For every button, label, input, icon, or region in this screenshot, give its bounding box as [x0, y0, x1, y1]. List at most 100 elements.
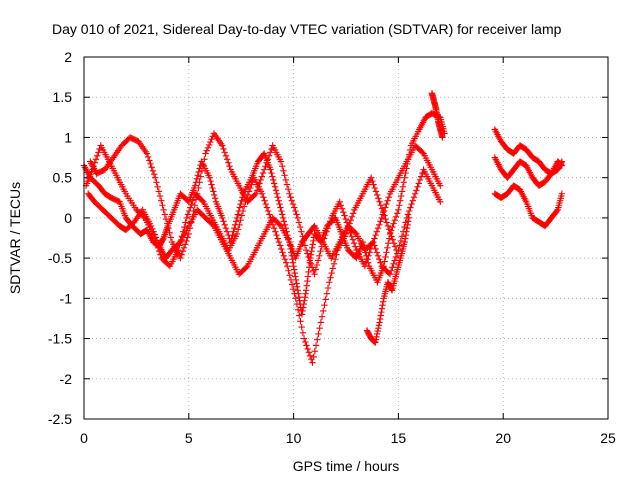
- data-point: [191, 202, 198, 209]
- data-point: [377, 312, 384, 319]
- data-point: [352, 243, 359, 250]
- y-tick-label: -2: [60, 371, 73, 387]
- data-point: [281, 256, 289, 263]
- data-point: [323, 228, 330, 235]
- data-point: [276, 221, 284, 228]
- data-point: [276, 200, 283, 208]
- data-point: [177, 237, 184, 245]
- data-point: [179, 228, 187, 235]
- data-point: [299, 304, 307, 311]
- data-point: [287, 276, 295, 284]
- data-point: [281, 172, 288, 179]
- data-point: [399, 183, 407, 191]
- data-point: [299, 307, 306, 315]
- data-point: [233, 214, 241, 222]
- data-point: [300, 237, 307, 245]
- data-point: [236, 204, 243, 211]
- data-point: [302, 246, 310, 254]
- data-point: [298, 323, 305, 331]
- data-point: [183, 214, 190, 222]
- data-point: [415, 180, 422, 187]
- data-point: [324, 225, 331, 232]
- data-point: [285, 185, 292, 193]
- x-tick-label: 15: [391, 430, 407, 446]
- data-point: [379, 302, 386, 309]
- data-point: [235, 226, 242, 233]
- data-point: [195, 168, 202, 176]
- data-point: [271, 183, 279, 191]
- data-point: [321, 302, 328, 309]
- data-point: [383, 249, 390, 256]
- data-point: [277, 158, 285, 165]
- data-point: [155, 248, 163, 255]
- data-point: [343, 227, 351, 234]
- data-point: [246, 184, 254, 192]
- data-point: [439, 134, 446, 141]
- data-point: [151, 234, 158, 241]
- data-point: [223, 156, 231, 163]
- data-point: [375, 322, 383, 329]
- data-point: [314, 257, 322, 264]
- data-point: [306, 352, 314, 359]
- data-point: [150, 171, 158, 178]
- data-point: [292, 273, 299, 280]
- data-point: [140, 213, 147, 220]
- data-point: [167, 234, 175, 241]
- data-point: [304, 277, 311, 285]
- data-point: [367, 245, 375, 253]
- data-point: [253, 187, 261, 194]
- data-point: [383, 200, 390, 208]
- data-point: [221, 221, 228, 228]
- data-point: [220, 218, 227, 225]
- data-point: [402, 231, 410, 239]
- data-point: [203, 147, 210, 154]
- data-point: [398, 188, 406, 195]
- data-point: [290, 262, 297, 270]
- data-point: [275, 197, 282, 204]
- data-point: [274, 194, 281, 201]
- x-tick-label: 20: [495, 430, 511, 446]
- data-point: [372, 336, 380, 343]
- data-point: [364, 256, 371, 263]
- data-point: [405, 207, 413, 215]
- x-tick-label: 10: [286, 430, 302, 446]
- data-point: [373, 249, 381, 256]
- data-point: [324, 284, 332, 292]
- data-point: [233, 230, 241, 238]
- data-point: [189, 197, 196, 204]
- data-point: [386, 271, 394, 278]
- data-point: [382, 253, 389, 261]
- data-point: [326, 218, 334, 225]
- data-point: [325, 221, 333, 228]
- data-point: [208, 181, 215, 188]
- data-point: [558, 190, 566, 197]
- data-point: [269, 221, 277, 228]
- data-point: [91, 159, 98, 166]
- data-point: [348, 213, 356, 220]
- data-point: [298, 228, 305, 235]
- data-point: [349, 236, 357, 243]
- data-point: [280, 252, 287, 260]
- data-point: [396, 202, 403, 209]
- data-point: [189, 213, 196, 220]
- data-point: [273, 190, 281, 197]
- data-point: [292, 207, 299, 215]
- data-point: [384, 197, 391, 204]
- x-tick-labels: 0 5 10 15 20 25: [80, 430, 616, 446]
- data-point: [278, 207, 285, 215]
- data-point: [303, 342, 310, 349]
- data-point: [143, 150, 151, 157]
- data-point: [209, 184, 216, 192]
- chart-title: Day 010 of 2021, Sidereal Day-to-day VTE…: [52, 21, 562, 37]
- data-point: [262, 200, 269, 208]
- data-point: [303, 282, 310, 289]
- data-point: [157, 251, 164, 258]
- data-point: [185, 230, 192, 238]
- data-point: [153, 241, 160, 248]
- series-s4: [82, 142, 400, 366]
- data-point: [300, 300, 307, 308]
- data-point: [292, 295, 299, 302]
- x-tick-label: 25: [600, 430, 616, 446]
- data-point: [308, 264, 316, 271]
- data-point: [165, 225, 172, 232]
